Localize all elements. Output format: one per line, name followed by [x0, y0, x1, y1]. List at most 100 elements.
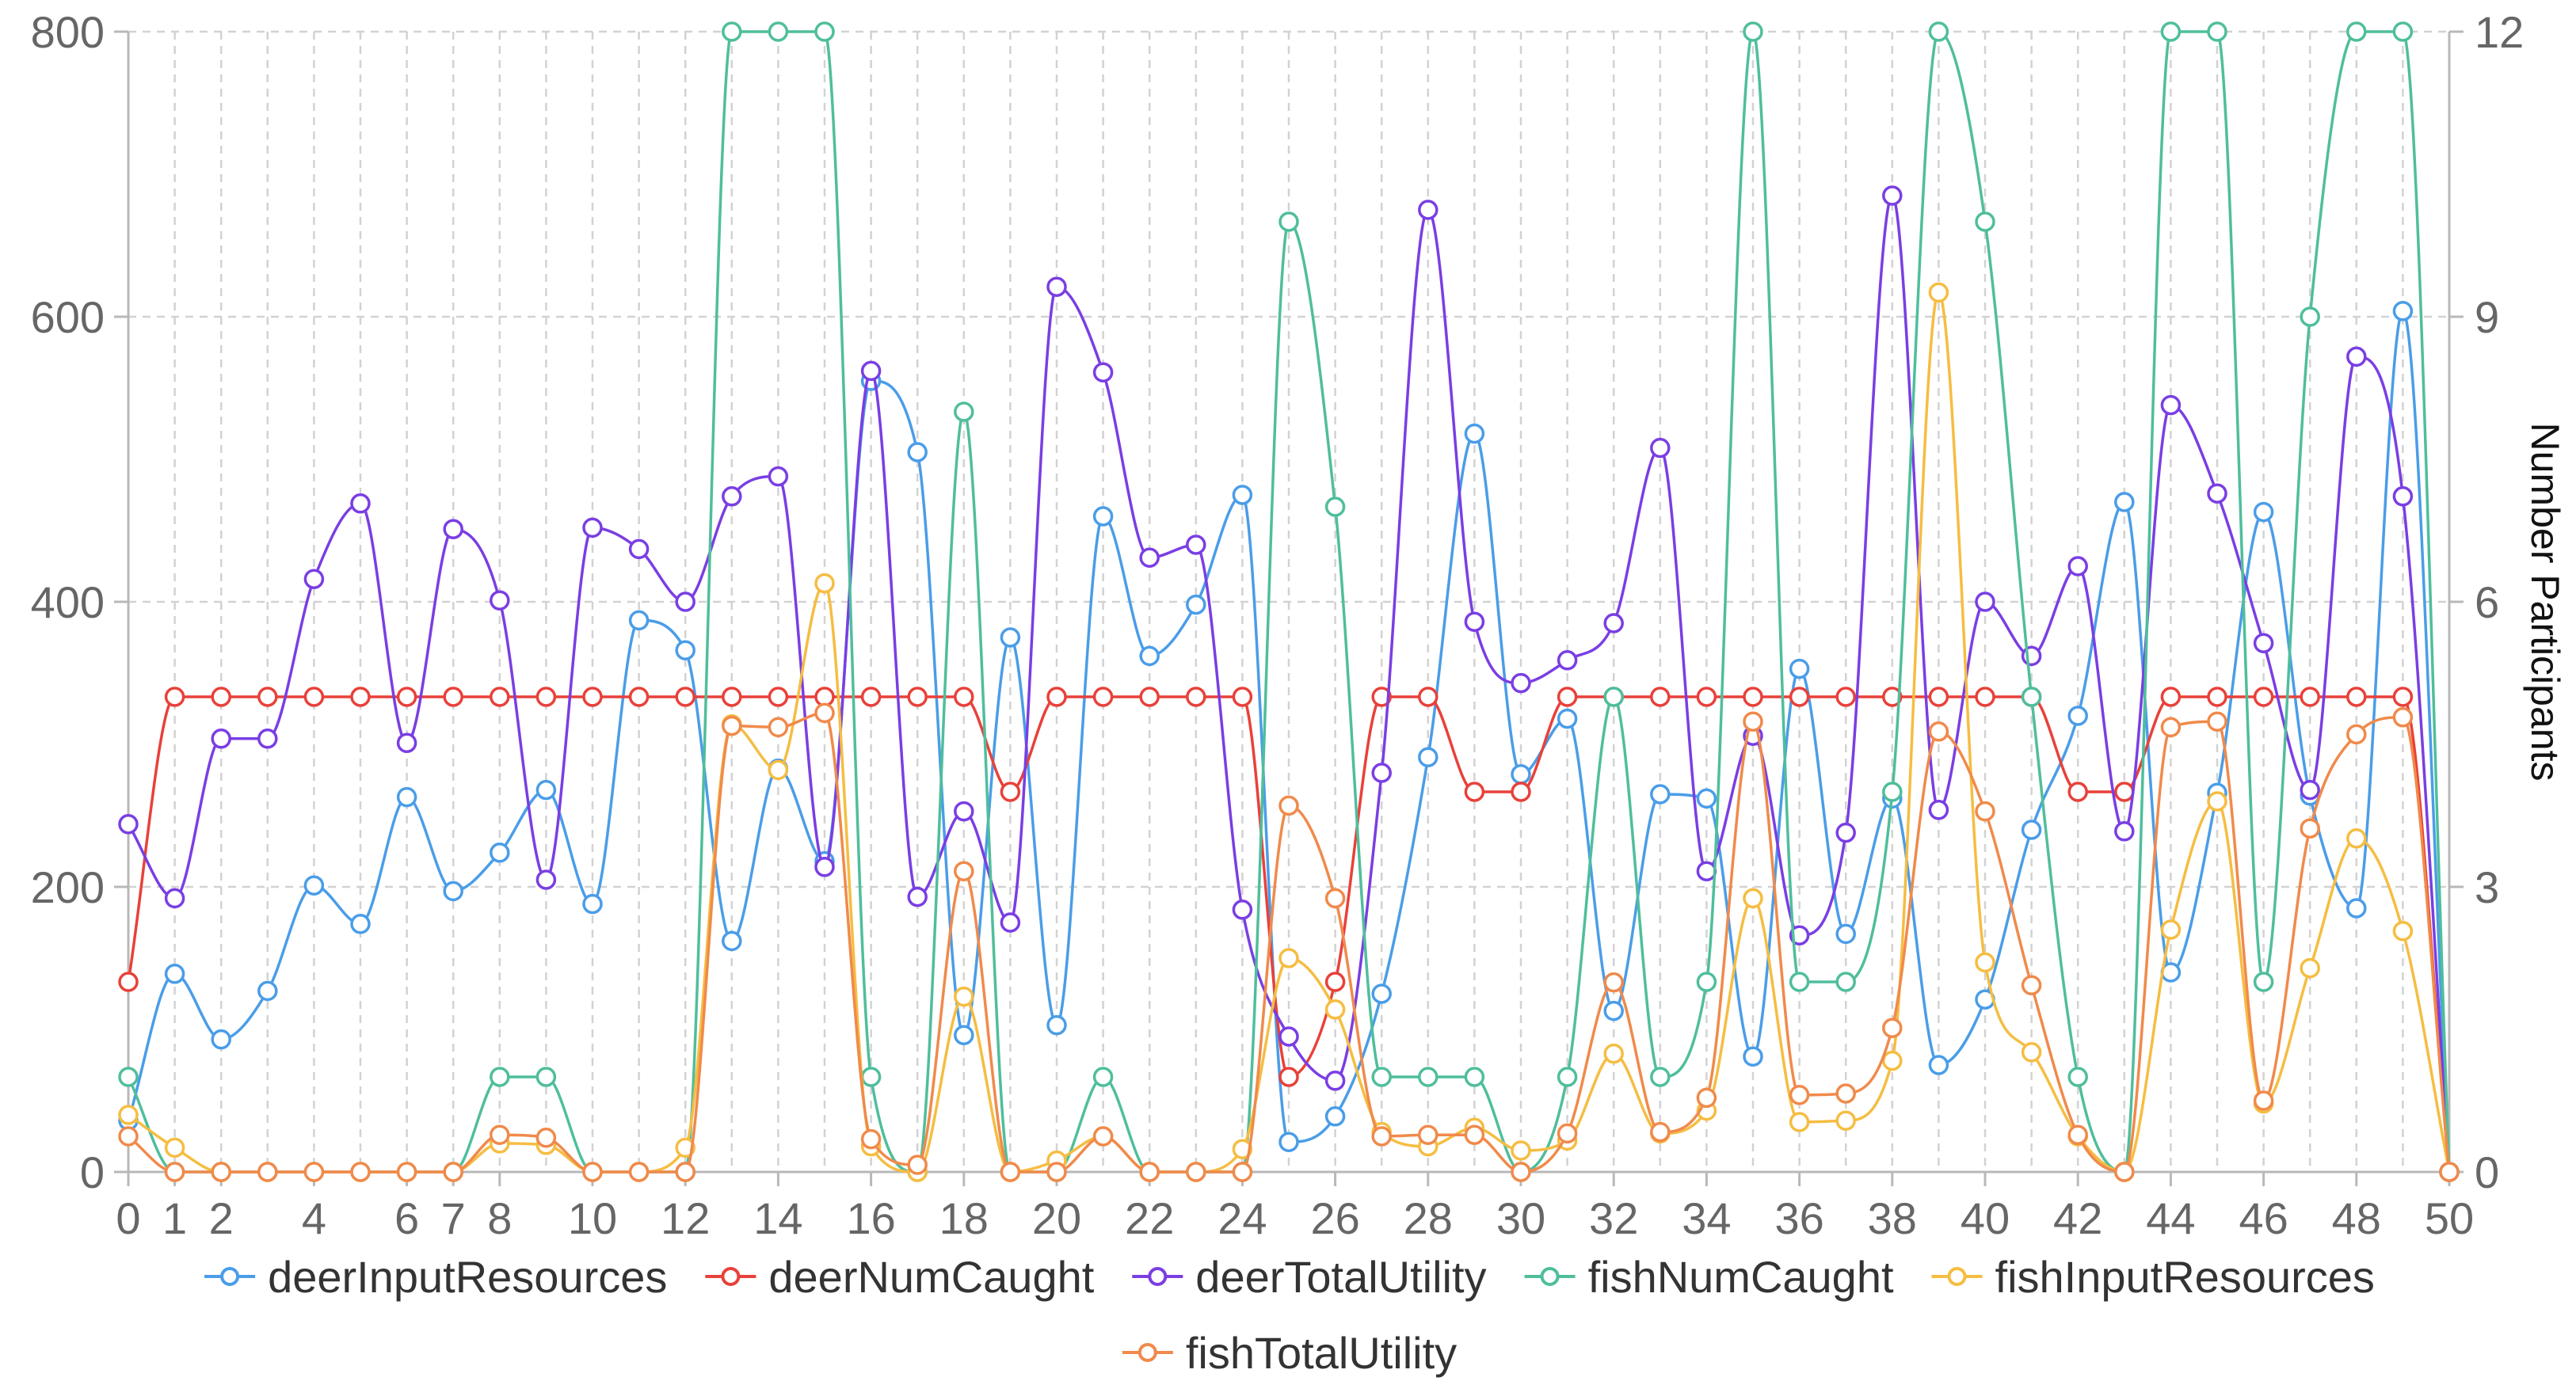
data-point-deerTotalUtility[interactable] [2207, 483, 2227, 504]
legend-item-deerNumCaught[interactable]: deerNumCaught [705, 1252, 1095, 1302]
data-point-deerTotalUtility[interactable] [954, 801, 974, 822]
data-point-deerNumCaught[interactable] [490, 687, 510, 707]
data-point-deerTotalUtility[interactable] [350, 493, 371, 514]
data-point-fishInputResources[interactable] [118, 1105, 139, 1125]
data-point-fishTotalUtility[interactable] [2392, 707, 2414, 728]
data-point-deerInputResources[interactable] [1186, 594, 1206, 615]
data-point-fishInputResources[interactable] [954, 986, 974, 1007]
data-point-deerNumCaught[interactable] [722, 687, 742, 707]
data-point-deerInputResources[interactable] [1464, 423, 1485, 444]
data-point-fishTotalUtility[interactable] [1975, 801, 1995, 822]
data-point-deerNumCaught[interactable] [1882, 687, 1903, 707]
data-point-deerNumCaught[interactable] [907, 687, 928, 707]
data-point-fishTotalUtility[interactable] [350, 1162, 371, 1182]
data-point-fishTotalUtility[interactable] [2021, 975, 2042, 995]
data-point-fishNumCaught[interactable] [1557, 1067, 1578, 1087]
data-point-fishNumCaught[interactable] [954, 401, 974, 422]
data-point-fishNumCaught[interactable] [2067, 1067, 2088, 1087]
data-point-deerNumCaught[interactable] [582, 687, 603, 707]
legend-item-fishInputResources[interactable]: fishInputResources [1931, 1252, 2375, 1302]
data-point-deerInputResources[interactable] [1557, 708, 1578, 729]
data-point-deerNumCaught[interactable] [1139, 687, 1160, 707]
data-point-deerNumCaught[interactable] [1232, 687, 1253, 707]
data-point-deerNumCaught[interactable] [1975, 687, 1995, 707]
data-point-deerNumCaught[interactable] [535, 687, 557, 707]
data-point-deerInputResources[interactable] [1928, 1055, 1949, 1075]
data-point-deerNumCaught[interactable] [2067, 782, 2088, 802]
data-point-deerTotalUtility[interactable] [535, 869, 557, 890]
data-point-deerInputResources[interactable] [1650, 784, 1671, 805]
data-point-deerTotalUtility[interactable] [2300, 779, 2320, 801]
data-point-fishNumCaught[interactable] [722, 21, 742, 42]
data-point-fishTotalUtility[interactable] [2300, 818, 2320, 839]
data-point-fishNumCaught[interactable] [1650, 1067, 1671, 1087]
data-point-fishTotalUtility[interactable] [2160, 717, 2182, 738]
data-point-deerTotalUtility[interactable] [303, 569, 325, 589]
data-point-fishNumCaught[interactable] [1928, 21, 1949, 42]
data-point-fishTotalUtility[interactable] [2114, 1162, 2135, 1182]
data-point-deerTotalUtility[interactable] [2160, 394, 2182, 416]
data-point-fishTotalUtility[interactable] [1789, 1085, 1810, 1105]
data-point-fishTotalUtility[interactable] [2346, 724, 2367, 745]
data-point-deerNumCaught[interactable] [1789, 687, 1810, 707]
data-point-fishTotalUtility[interactable] [1835, 1083, 1856, 1104]
data-point-deerInputResources[interactable] [1743, 1046, 1763, 1067]
data-point-deerInputResources[interactable] [2114, 492, 2135, 512]
data-point-fishInputResources[interactable] [675, 1137, 695, 1158]
data-point-fishTotalUtility[interactable] [675, 1162, 695, 1182]
data-point-fishNumCaught[interactable] [2392, 21, 2414, 42]
data-point-deerInputResources[interactable] [1278, 1132, 1299, 1152]
data-point-deerInputResources[interactable] [582, 893, 603, 915]
data-point-fishTotalUtility[interactable] [303, 1162, 325, 1182]
data-point-deerTotalUtility[interactable] [907, 886, 928, 907]
data-point-fishInputResources[interactable] [1278, 948, 1299, 968]
data-point-deerInputResources[interactable] [1511, 764, 1531, 785]
data-point-fishTotalUtility[interactable] [582, 1162, 603, 1182]
data-point-deerNumCaught[interactable] [1046, 687, 1067, 707]
data-point-deerTotalUtility[interactable] [2114, 821, 2135, 842]
data-point-fishInputResources[interactable] [1743, 888, 1763, 909]
data-point-deerNumCaught[interactable] [768, 687, 789, 707]
data-point-deerTotalUtility[interactable] [1650, 437, 1671, 458]
data-point-fishNumCaught[interactable] [1789, 972, 1810, 992]
data-point-deerInputResources[interactable] [2346, 898, 2367, 919]
data-point-deerTotalUtility[interactable] [1975, 592, 1995, 612]
data-point-deerInputResources[interactable] [490, 843, 510, 863]
data-point-fishTotalUtility[interactable] [1650, 1121, 1671, 1143]
data-point-fishTotalUtility[interactable] [628, 1162, 650, 1182]
data-point-fishNumCaught[interactable] [490, 1067, 510, 1087]
data-point-fishTotalUtility[interactable] [396, 1162, 417, 1182]
data-point-fishInputResources[interactable] [2021, 1042, 2042, 1063]
data-point-fishNumCaught[interactable] [1324, 496, 1346, 517]
data-point-fishTotalUtility[interactable] [1092, 1126, 1114, 1147]
data-point-deerInputResources[interactable] [1835, 923, 1856, 945]
data-point-deerNumCaught[interactable] [1511, 782, 1531, 802]
data-point-fishTotalUtility[interactable] [535, 1128, 557, 1148]
legend-item-deerTotalUtility[interactable]: deerTotalUtility [1132, 1252, 1487, 1302]
data-point-deerInputResources[interactable] [722, 930, 742, 952]
data-point-deerNumCaught[interactable] [1418, 687, 1439, 707]
data-point-deerTotalUtility[interactable] [675, 592, 695, 612]
data-point-fishTotalUtility[interactable] [2253, 1090, 2274, 1111]
data-point-fishInputResources[interactable] [164, 1137, 185, 1158]
data-point-deerTotalUtility[interactable] [1511, 672, 1531, 694]
data-point-fishInputResources[interactable] [2160, 919, 2182, 940]
data-point-deerInputResources[interactable] [303, 875, 325, 896]
data-point-deerInputResources[interactable] [1139, 645, 1160, 667]
data-point-deerInputResources[interactable] [907, 442, 928, 462]
data-point-fishTotalUtility[interactable] [1232, 1162, 1253, 1182]
data-point-fishNumCaught[interactable] [2346, 21, 2367, 42]
data-point-deerTotalUtility[interactable] [860, 360, 882, 382]
data-point-fishInputResources[interactable] [1882, 1050, 1903, 1071]
data-point-deerTotalUtility[interactable] [396, 732, 417, 753]
data-point-deerNumCaught[interactable] [257, 687, 278, 707]
data-point-fishTotalUtility[interactable] [1418, 1124, 1439, 1145]
data-point-deerTotalUtility[interactable] [1603, 613, 1624, 633]
data-point-deerTotalUtility[interactable] [1046, 276, 1067, 297]
data-point-fishInputResources[interactable] [2392, 921, 2414, 942]
data-point-deerInputResources[interactable] [1324, 1106, 1346, 1127]
data-point-deerInputResources[interactable] [1232, 485, 1253, 505]
data-point-fishNumCaught[interactable] [2253, 972, 2274, 992]
data-point-fishNumCaught[interactable] [2021, 687, 2042, 707]
data-point-deerTotalUtility[interactable] [1789, 925, 1810, 945]
